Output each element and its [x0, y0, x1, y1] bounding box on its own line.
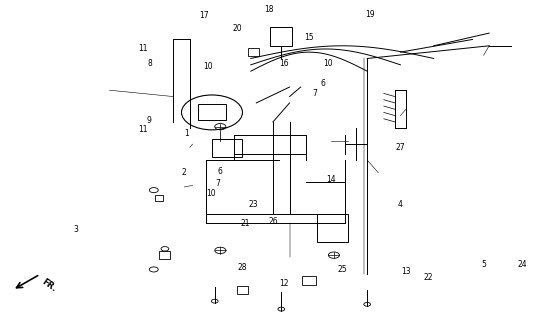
- Bar: [155, 195, 164, 201]
- Text: 19: 19: [365, 10, 375, 19]
- Text: 18: 18: [265, 5, 274, 14]
- Text: 26: 26: [268, 217, 278, 226]
- Bar: [198, 105, 226, 120]
- Text: 21: 21: [241, 219, 250, 228]
- Text: FR.: FR.: [40, 277, 58, 293]
- Text: 27: 27: [395, 143, 405, 152]
- Text: 11: 11: [138, 44, 148, 53]
- Text: 9: 9: [147, 116, 152, 125]
- Text: 25: 25: [338, 265, 347, 274]
- Text: 24: 24: [517, 260, 527, 269]
- Text: 2: 2: [182, 168, 187, 177]
- Text: 28: 28: [238, 263, 247, 272]
- Text: 23: 23: [249, 200, 258, 209]
- Text: 3: 3: [74, 225, 79, 234]
- Bar: [317, 214, 348, 243]
- Text: 7: 7: [312, 89, 317, 98]
- Text: 1: 1: [185, 129, 189, 138]
- Text: 16: 16: [279, 59, 289, 68]
- Text: 10: 10: [324, 59, 333, 68]
- Text: 11: 11: [138, 125, 148, 134]
- Bar: [212, 140, 242, 157]
- Text: 20: 20: [232, 24, 242, 33]
- Bar: [302, 276, 316, 285]
- Text: 12: 12: [279, 279, 289, 288]
- Bar: [237, 286, 248, 294]
- Text: 8: 8: [148, 59, 152, 68]
- Bar: [159, 251, 170, 259]
- Text: 6: 6: [320, 79, 325, 88]
- Text: 17: 17: [199, 11, 208, 20]
- Bar: [270, 27, 292, 46]
- Text: 7: 7: [215, 179, 220, 188]
- Text: 22: 22: [423, 273, 433, 282]
- Bar: [248, 48, 259, 56]
- Text: 14: 14: [326, 174, 336, 184]
- Text: 4: 4: [398, 200, 403, 209]
- Text: 10: 10: [203, 62, 213, 71]
- Text: 13: 13: [401, 267, 411, 276]
- Text: 15: 15: [304, 33, 314, 42]
- Text: 6: 6: [218, 167, 223, 176]
- Text: 10: 10: [206, 189, 216, 198]
- Text: 5: 5: [481, 260, 486, 269]
